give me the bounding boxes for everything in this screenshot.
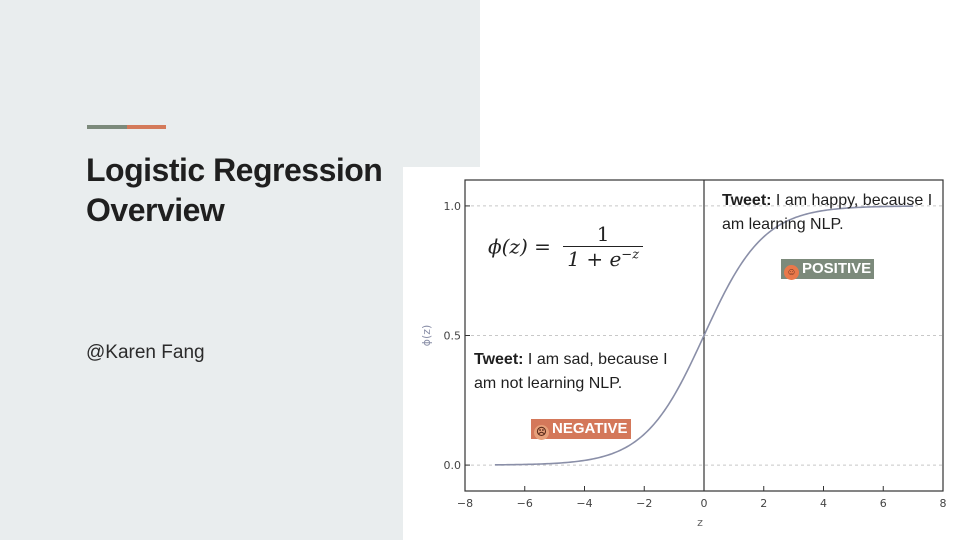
slide-title: Logistic Regression Overview [86,150,383,230]
positive-badge-label: POSITIVE [802,260,872,277]
x-tick-label-3: −2 [636,497,652,510]
y-tick-label-0: 0.0 [444,459,462,472]
tweet-negative-text-1: I am sad, because I [523,351,668,368]
tweet-negative-label: Tweet: [474,351,524,368]
x-tick-label-7: 6 [880,497,887,510]
tweet-negative-text-2: am not learning NLP. [474,375,623,392]
formula-denominator: 1 + e [567,247,622,271]
formula-exponent: −z [621,247,640,263]
y-tick-label-2: 1.0 [444,200,462,213]
author-label: @Karen Fang [86,342,205,363]
y-axis-label: ϕ(z) [420,325,433,347]
x-tick-label-0: −8 [457,497,473,510]
x-axis-label: z [697,516,703,529]
formula-numerator: 1 [563,222,644,247]
tweet-positive-text-2: am learning NLP. [722,216,844,233]
accent-bar-orange [127,125,166,129]
x-tick-label-8: 8 [940,497,947,510]
grinning-face-icon: ☺ [784,265,799,280]
x-tick-label-1: −6 [517,497,533,510]
tweet-negative: Tweet: I am sad, because I am not learni… [474,348,668,396]
x-tick-label-5: 2 [760,497,767,510]
x-tick-label-6: 4 [820,497,827,510]
left-panel-lower [0,167,403,540]
tweet-positive-label: Tweet: [722,192,772,209]
negative-badge-label: NEGATIVE [552,420,628,437]
positive-badge: ☺ POSITIVE [781,259,875,280]
sigmoid-curve [494,205,914,466]
frowning-face-icon: ☹ [534,425,549,440]
chart-background [403,167,960,540]
negative-badge: ☹ NEGATIVE [531,419,631,440]
sigmoid-formula: ϕ(z) = 1 1 + e−z [488,222,644,271]
formula-lhs: ϕ(z) = [488,234,551,259]
tweet-positive: Tweet: I am happy, because I am learning… [722,189,932,237]
x-tick-label-2: −4 [576,497,592,510]
accent-bar-green [87,125,127,129]
title-line-1: Logistic Regression [86,152,383,188]
y-tick-label-1: 0.5 [444,330,462,343]
tweet-positive-text-1: I am happy, because I [771,192,933,209]
x-tick-label-4: 0 [701,497,708,510]
title-line-2: Overview [86,192,225,228]
